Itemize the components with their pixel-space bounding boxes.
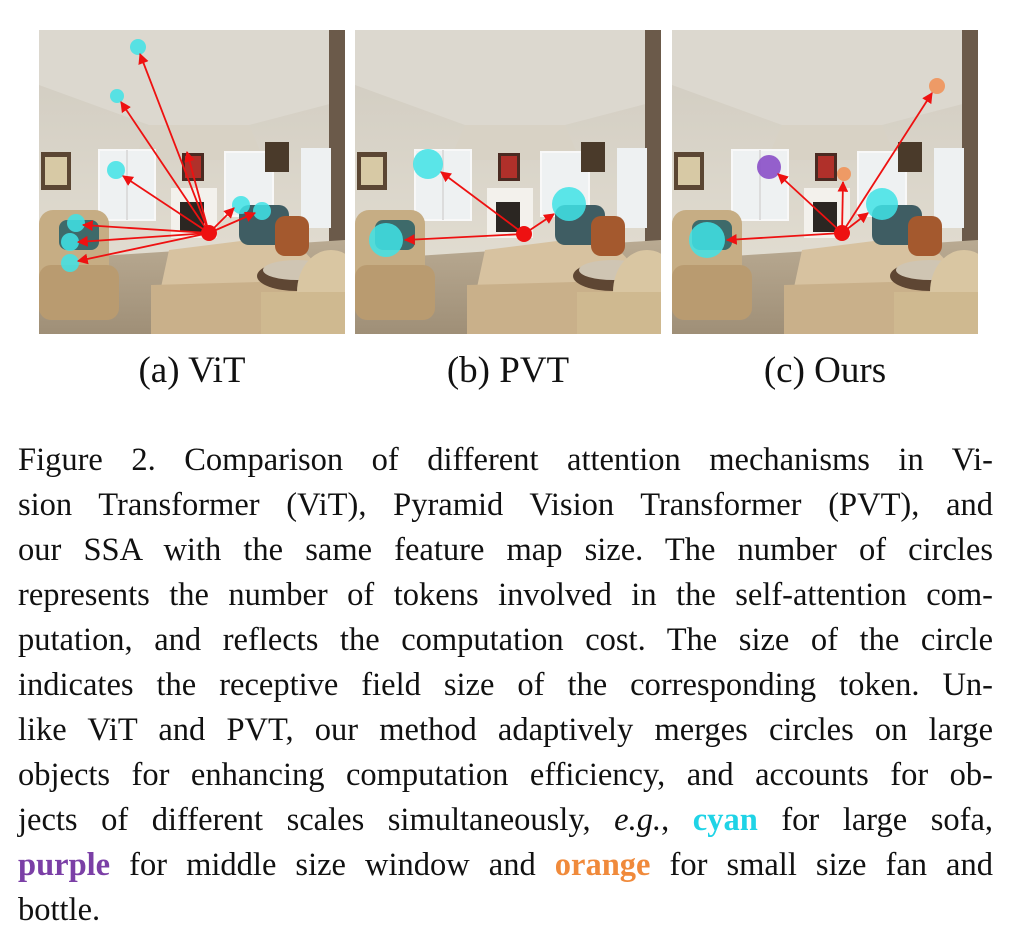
query-token bbox=[834, 225, 850, 241]
attention-tokens bbox=[689, 78, 945, 258]
token-circle-cyan bbox=[866, 188, 898, 220]
token-circle-orange bbox=[929, 78, 945, 94]
query-token bbox=[201, 225, 217, 241]
caption-line: bottle. bbox=[18, 892, 101, 928]
caption-line: Figure 2. Comparison of different attent… bbox=[18, 442, 993, 478]
token-circle bbox=[107, 161, 125, 179]
panel-vit-image bbox=[39, 30, 345, 334]
query-token bbox=[516, 226, 532, 242]
caption-line: indicates the receptive field size of th… bbox=[18, 667, 993, 703]
caption-line: sion Transformer (ViT), Pyramid Vision T… bbox=[18, 487, 993, 523]
token-circle-purple bbox=[757, 155, 781, 179]
caption-line: purple for middle size window and orange… bbox=[18, 843, 993, 888]
panel-ours-image bbox=[672, 30, 978, 334]
caption-text: for large sofa, bbox=[757, 802, 994, 838]
token-circle bbox=[110, 89, 124, 103]
attention-arrows bbox=[725, 92, 933, 245]
token-circle bbox=[369, 223, 403, 257]
caption-purple-word: purple bbox=[18, 847, 111, 883]
subfigure-label-ours: (c) Ours bbox=[763, 350, 887, 391]
caption-line: like ViT and PVT, our method adaptively … bbox=[18, 712, 993, 748]
panel-pvt-image bbox=[355, 30, 661, 334]
token-circle bbox=[253, 202, 271, 220]
caption-line: putation, and reflects the computation c… bbox=[18, 622, 993, 658]
token-circle-cyan bbox=[689, 222, 725, 258]
token-circle bbox=[130, 39, 146, 55]
attention-tokens bbox=[369, 149, 586, 257]
token-circle bbox=[61, 254, 79, 272]
caption-line: objects for enhancing computation effici… bbox=[18, 757, 993, 793]
attention-tokens bbox=[61, 39, 271, 272]
caption-text: , bbox=[661, 802, 693, 838]
caption-line: jects of different scales simultaneously… bbox=[18, 798, 993, 843]
token-circle-orange bbox=[837, 167, 851, 181]
figure-caption: Figure 2. Comparison of different attent… bbox=[18, 438, 993, 933]
token-circle bbox=[232, 196, 250, 214]
caption-text: for small size fan and bbox=[650, 847, 993, 883]
subfigure-label-vit: (a) ViT bbox=[138, 350, 246, 391]
token-circle bbox=[552, 187, 586, 221]
caption-eg: e.g. bbox=[614, 802, 662, 838]
token-circle bbox=[61, 233, 79, 251]
caption-text: jects of different scales simultaneously… bbox=[18, 802, 615, 838]
token-circle bbox=[413, 149, 443, 179]
caption-text: for middle size window and bbox=[110, 847, 555, 883]
token-circle bbox=[67, 214, 85, 232]
caption-orange-word: orange bbox=[554, 847, 651, 883]
caption-cyan-word: cyan bbox=[692, 802, 758, 838]
caption-line: our SSA with the same feature map size. … bbox=[18, 532, 993, 568]
caption-line: represents the number of tokens involved… bbox=[18, 577, 993, 613]
subfigure-label-pvt: (b) PVT bbox=[446, 350, 570, 391]
